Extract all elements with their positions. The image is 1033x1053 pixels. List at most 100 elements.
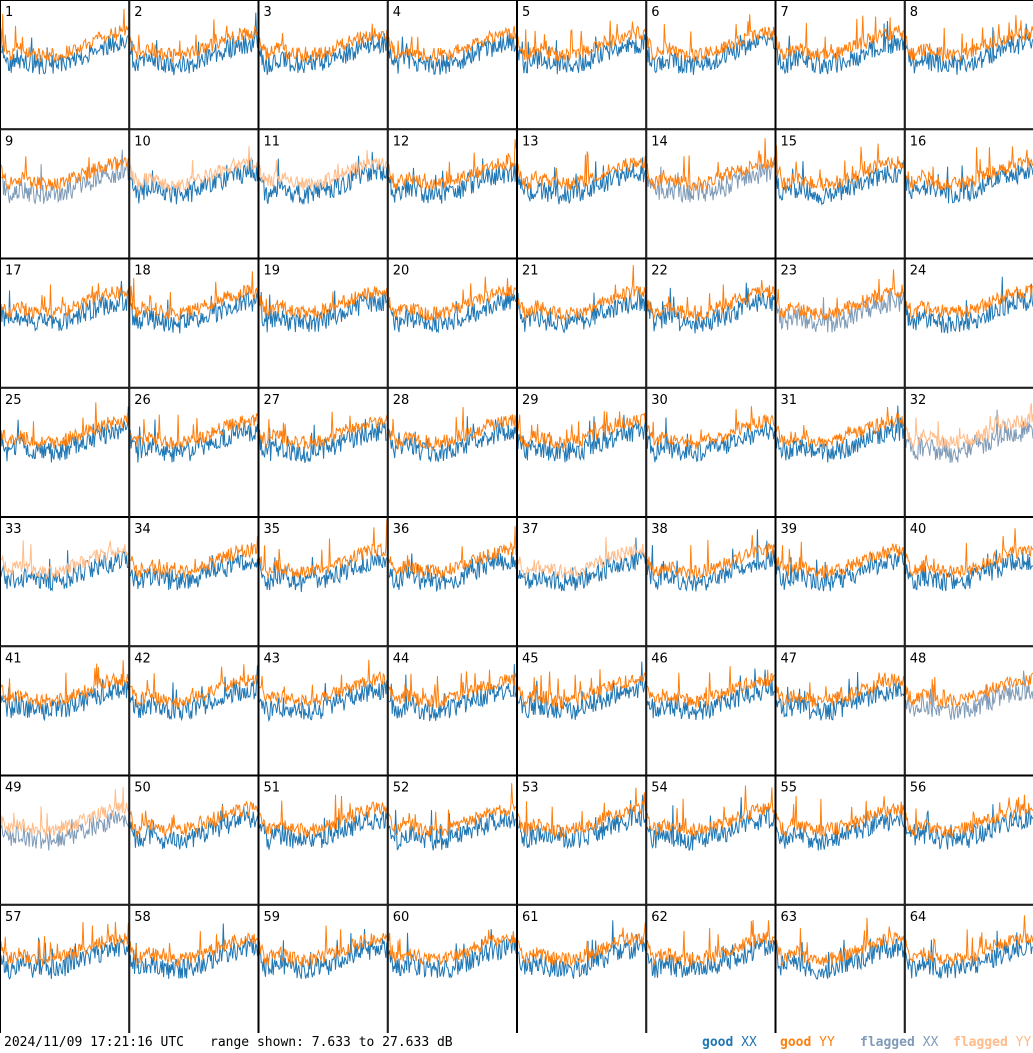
panel-frame-20 [387,258,517,388]
panel-frame-8 [904,0,1033,130]
panel-frame-5 [517,0,647,130]
panel-frame-7 [775,0,905,130]
panel-frame-48 [904,646,1033,776]
panel-25: 25 [0,387,130,517]
panel-frame-31 [775,387,905,517]
series-yy-panel-43 [259,659,388,707]
panel-label-18: 18 [134,264,151,279]
footer: 2024/11/09 17:21:16 UTC range shown: 7.6… [0,1033,1033,1053]
series-yy-panel-41 [0,660,129,710]
panel-frame-60 [387,904,517,1033]
panel-1: 1 [0,0,130,130]
series-yy-panel-32 [905,403,1033,450]
panel-frame-16 [904,129,1033,259]
panel-44: 44 [387,646,517,776]
series-yy-panel-53 [517,787,646,839]
panel-label-46: 46 [651,651,668,666]
panel-46: 46 [646,646,776,776]
panel-label-41: 41 [5,651,22,666]
series-xx-panel-3 [259,32,388,75]
legend-flagged-xx: flagged XX [860,1035,939,1050]
series-yy-panel-26 [129,413,258,450]
series-xx-panel-8 [905,23,1033,75]
series-yy-panel-64 [905,915,1033,967]
panel-label-47: 47 [781,651,798,666]
series-yy-panel-27 [259,411,388,450]
series-xx-panel-20 [388,293,517,334]
series-yy-panel-5 [517,20,646,62]
panel-label-25: 25 [5,393,22,408]
panel-label-16: 16 [910,134,927,149]
panel-frame-37 [517,517,647,647]
panel-39: 39 [775,517,905,647]
panel-18: 18 [129,258,259,388]
series-yy-panel-44 [388,669,517,709]
panel-43: 43 [258,646,388,776]
panel-label-45: 45 [522,651,539,666]
series-yy-panel-39 [776,541,905,580]
panel-label-36: 36 [393,522,410,537]
panel-frame-62 [646,904,776,1033]
series-xx-panel-57 [0,937,129,980]
panel-frame-58 [129,904,259,1033]
series-xx-panel-39 [776,551,905,592]
panel-label-55: 55 [781,781,798,796]
panel-label-42: 42 [134,651,151,666]
panel-15: 15 [775,129,905,259]
series-xx-panel-26 [129,419,258,463]
panel-frame-26 [129,387,259,517]
legend-good-yy: good YY [780,1035,835,1050]
series-yy-panel-51 [259,794,388,838]
series-yy-panel-20 [388,276,517,322]
series-xx-panel-17 [0,280,129,332]
panel-60: 60 [387,904,517,1033]
panel-22: 22 [646,258,776,388]
panel-8: 8 [904,0,1033,130]
series-xx-panel-9 [0,149,129,205]
series-yy-panel-61 [517,922,646,968]
panel-41: 41 [0,646,130,776]
panel-53: 53 [517,775,647,905]
series-yy-panel-29 [517,411,646,452]
series-yy-panel-19 [259,286,388,321]
series-xx-panel-30 [646,417,775,463]
series-yy-panel-46 [646,666,775,708]
panel-label-9: 9 [5,134,13,149]
panel-17: 17 [0,258,130,388]
series-xx-panel-37 [517,537,646,592]
series-yy-panel-30 [646,406,775,450]
panel-label-38: 38 [651,522,668,537]
series-xx-panel-43 [259,680,388,723]
series-yy-panel-24 [905,284,1033,319]
series-xx-panel-27 [259,418,388,463]
panel-42: 42 [129,646,259,776]
panel-label-10: 10 [134,134,151,149]
series-yy-panel-3 [259,23,388,64]
series-yy-panel-36 [388,526,517,580]
series-xx-panel-45 [517,661,646,720]
series-xx-panel-55 [776,809,905,851]
panel-frame-57 [0,904,130,1033]
series-xx-panel-12 [388,158,517,204]
panel-label-4: 4 [393,5,401,20]
panel-label-37: 37 [522,522,539,537]
panel-frame-32 [904,387,1033,517]
series-yy-panel-49 [0,787,129,838]
series-xx-panel-2 [129,12,258,76]
series-yy-panel-37 [517,536,646,579]
panel-24: 24 [904,258,1033,388]
series-xx-panel-46 [646,668,775,721]
panel-label-3: 3 [264,5,272,20]
series-yy-panel-59 [259,925,388,967]
panel-48: 48 [904,646,1033,776]
panel-frame-19 [258,258,388,388]
series-yy-panel-7 [776,15,905,61]
panel-label-8: 8 [910,5,918,20]
panel-49: 49 [0,775,130,905]
panel-frame-51 [258,775,388,905]
panel-label-39: 39 [781,522,798,537]
series-xx-panel-24 [905,276,1033,334]
panel-label-1: 1 [5,5,13,20]
panel-frame-3 [258,0,388,130]
panel-label-15: 15 [781,134,798,149]
